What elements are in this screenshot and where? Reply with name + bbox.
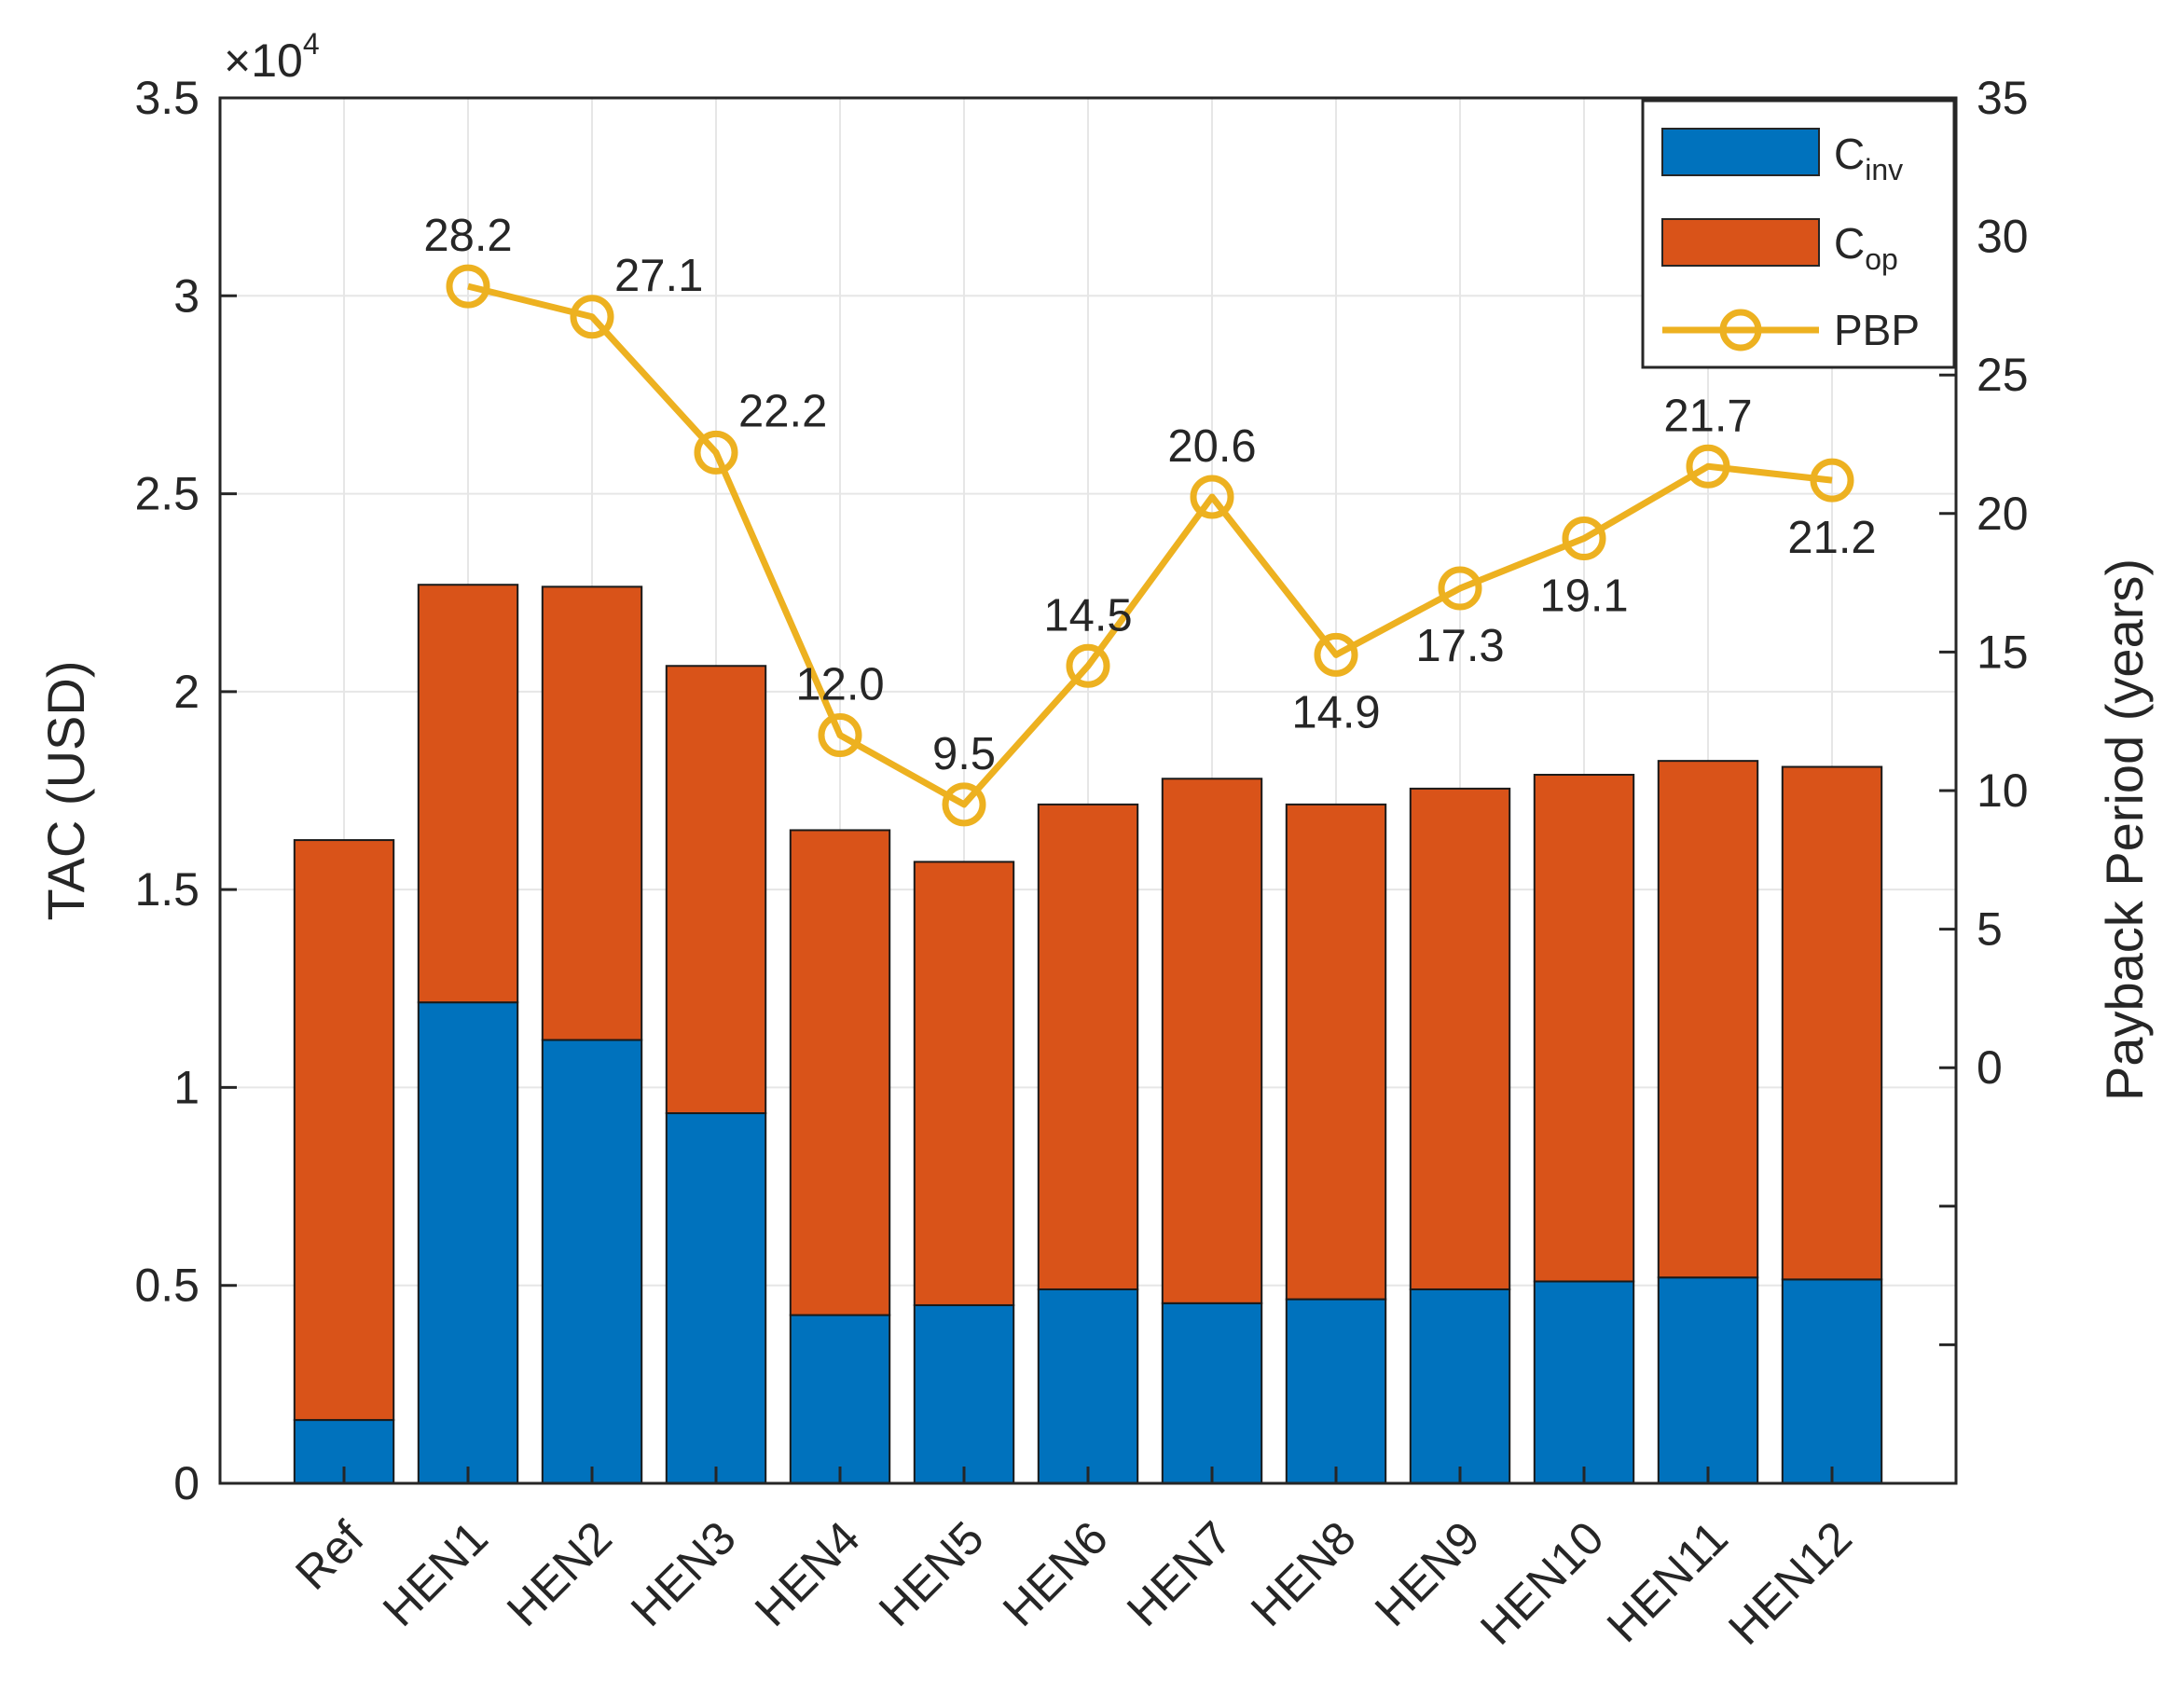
y2-ticks: 0 5 10 15 20 25 30 35 bbox=[1939, 72, 2029, 1485]
bar-op-hen10 bbox=[1533, 774, 1635, 1283]
bar-op-hen9 bbox=[1409, 787, 1511, 1290]
bar-op-hen2 bbox=[541, 585, 643, 1041]
bar-inv-hen6 bbox=[1037, 1288, 1139, 1484]
x-tick-label: HEN2 bbox=[497, 1511, 622, 1636]
y2-tick-label: 15 bbox=[1977, 626, 2029, 678]
legend: Cinv Cop PBP bbox=[1641, 99, 1956, 369]
legend-swatch-cinv bbox=[1661, 128, 1820, 176]
bar-op-hen11 bbox=[1657, 760, 1759, 1279]
legend-label-pbp: PBP bbox=[1834, 306, 1920, 354]
y-tick-label: 2 bbox=[173, 666, 200, 718]
pbp-data-label: 12.0 bbox=[795, 660, 884, 710]
x-ticks: Ref HEN1 HEN2 HEN3 HEN4 HEN5 HEN6 HEN7 HEN8 HEN9H… bbox=[285, 1467, 1862, 1655]
pbp-marker bbox=[1810, 458, 1854, 503]
y-multiplier: ×104 bbox=[224, 27, 320, 87]
bar-inv-hen10 bbox=[1533, 1280, 1635, 1485]
bar-op-hen7 bbox=[1161, 778, 1263, 1304]
legend-label-cinv: Cinv bbox=[1834, 130, 1903, 186]
pbp-data-label: 19.1 bbox=[1539, 572, 1628, 622]
bar-inv-hen8 bbox=[1285, 1298, 1387, 1485]
bar-inv-hen2 bbox=[541, 1039, 643, 1484]
y-tick-label: 1.5 bbox=[134, 863, 200, 916]
pbp-marker bbox=[1438, 566, 1482, 611]
pbp-data-label: 21.2 bbox=[1787, 513, 1876, 563]
pbp-data-label: 9.5 bbox=[932, 729, 996, 779]
bar-inv-hen3 bbox=[665, 1112, 767, 1485]
bar-inv-hen12 bbox=[1781, 1278, 1883, 1484]
legend-marker-pbp bbox=[1719, 309, 1762, 351]
y-tick-label: 2.5 bbox=[134, 468, 200, 520]
pbp-marker bbox=[1190, 475, 1234, 519]
y2-tick-label: 0 bbox=[1977, 1041, 2003, 1094]
y-tick-label: 1 bbox=[173, 1061, 200, 1113]
pbp-data-label: 27.1 bbox=[614, 251, 703, 301]
bar-op-hen4 bbox=[789, 829, 891, 1316]
x-tick-label: HEN10 bbox=[1470, 1511, 1614, 1655]
legend-label-cop: Cop bbox=[1834, 219, 1898, 276]
pbp-marker bbox=[1686, 444, 1730, 489]
bar-op-hen5 bbox=[913, 861, 1015, 1306]
x-tick-label: Ref bbox=[285, 1511, 374, 1600]
x-tick-label: HEN11 bbox=[1597, 1511, 1738, 1652]
y-tick-label: 3.5 bbox=[134, 72, 200, 124]
pbp-line-series: 28.2 27.1 22.2 12.0 9.5 14.5 20.6 14.9 17.3 19.1 2… bbox=[423, 211, 1877, 827]
y2-tick-label: 5 bbox=[1977, 903, 2003, 956]
pbp-marker bbox=[818, 713, 862, 758]
bar-inv-hen11 bbox=[1657, 1276, 1759, 1485]
y2-tick-label: 20 bbox=[1977, 488, 2029, 540]
bar-inv-hen1 bbox=[417, 1001, 519, 1485]
pbp-data-label: 28.2 bbox=[423, 211, 512, 261]
bar-op-hen8 bbox=[1285, 803, 1387, 1301]
y2-tick-label: 25 bbox=[1977, 349, 2029, 401]
bar-inv-hen7 bbox=[1161, 1302, 1263, 1484]
pbp-marker bbox=[1066, 643, 1110, 688]
legend-swatch-cop bbox=[1661, 218, 1820, 267]
bar-op-ref bbox=[293, 839, 395, 1422]
pbp-data-label: 21.7 bbox=[1663, 391, 1752, 441]
pbp-marker bbox=[1314, 632, 1358, 677]
x-tick-label: HEN12 bbox=[1718, 1511, 1862, 1655]
pbp-marker bbox=[694, 430, 738, 475]
pbp-data-label: 17.3 bbox=[1415, 621, 1504, 671]
pbp-line bbox=[467, 282, 1833, 808]
y-tick-label: 0.5 bbox=[134, 1260, 200, 1312]
y2-tick-label: 30 bbox=[1977, 211, 2029, 263]
y-ticks: 0 0.5 1 1.5 2 2.5 3 3.5 bbox=[134, 72, 237, 1509]
bar-op-hen1 bbox=[417, 584, 519, 1004]
pbp-data-label: 22.2 bbox=[738, 386, 827, 436]
pbp-data-label: 20.6 bbox=[1167, 421, 1256, 472]
pbp-marker bbox=[446, 264, 490, 309]
bar-op-hen3 bbox=[665, 665, 767, 1115]
x-tick-label: HEN5 bbox=[869, 1511, 994, 1636]
y2-axis-label: Payback Period (years) bbox=[2095, 558, 2154, 1101]
bar-inv-hen5 bbox=[913, 1303, 1015, 1485]
x-tick-label: HEN7 bbox=[1117, 1511, 1242, 1636]
bar-op-hen12 bbox=[1781, 765, 1883, 1281]
y-tick-label: 0 bbox=[173, 1457, 200, 1509]
y-tick-label: 3 bbox=[173, 269, 200, 322]
x-tick-label: HEN3 bbox=[621, 1511, 746, 1636]
y2-tick-label: 10 bbox=[1977, 764, 2029, 817]
x-tick-label: HEN1 bbox=[373, 1511, 498, 1636]
x-tick-label: HEN6 bbox=[993, 1511, 1118, 1636]
pbp-data-label: 14.9 bbox=[1291, 687, 1380, 737]
bar-inv-hen4 bbox=[789, 1314, 891, 1484]
bar-op-hen6 bbox=[1037, 803, 1139, 1290]
y2-tick-label: 35 bbox=[1977, 72, 2029, 124]
pbp-marker bbox=[570, 295, 614, 339]
bar-inv-hen9 bbox=[1409, 1288, 1511, 1484]
pbp-marker bbox=[1562, 517, 1606, 561]
pbp-data-label: 14.5 bbox=[1043, 590, 1132, 640]
pbp-marker bbox=[942, 782, 986, 827]
x-tick-label: HEN4 bbox=[745, 1511, 870, 1636]
y-axis-label: TAC (USD) bbox=[36, 661, 95, 921]
x-tick-label: HEN8 bbox=[1241, 1511, 1366, 1636]
